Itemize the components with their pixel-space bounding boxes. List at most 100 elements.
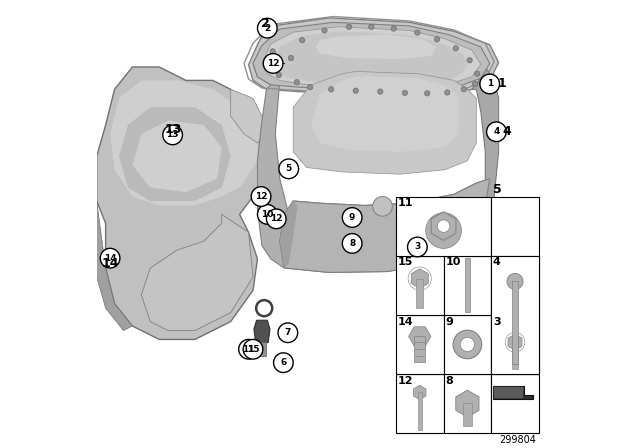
Circle shape (461, 86, 467, 92)
Circle shape (453, 330, 482, 359)
Circle shape (342, 233, 362, 253)
Polygon shape (230, 89, 266, 143)
Text: 4: 4 (502, 125, 511, 138)
Polygon shape (254, 320, 270, 343)
Polygon shape (493, 387, 524, 398)
Polygon shape (316, 34, 436, 59)
Text: 8: 8 (349, 239, 355, 248)
Circle shape (486, 122, 506, 142)
Text: 5: 5 (493, 183, 502, 196)
Polygon shape (262, 27, 481, 87)
Circle shape (353, 88, 358, 93)
Text: 299804: 299804 (500, 435, 536, 445)
Polygon shape (293, 72, 476, 174)
Polygon shape (456, 390, 479, 417)
Circle shape (260, 304, 269, 313)
Polygon shape (271, 31, 467, 84)
Bar (396, 256, 444, 315)
Text: 10: 10 (445, 258, 461, 267)
Circle shape (279, 159, 299, 179)
Text: 14: 14 (104, 254, 116, 263)
Circle shape (278, 323, 298, 343)
Circle shape (322, 28, 327, 33)
Polygon shape (280, 201, 298, 268)
Circle shape (163, 125, 182, 145)
Text: 8: 8 (445, 376, 453, 386)
Bar (463, 403, 472, 426)
Text: 1: 1 (486, 79, 493, 88)
Circle shape (445, 90, 450, 95)
Text: 3: 3 (414, 242, 420, 251)
Circle shape (294, 79, 300, 85)
Text: 4: 4 (493, 127, 500, 136)
Text: 2: 2 (264, 24, 271, 33)
Circle shape (372, 197, 392, 216)
Bar (492, 197, 539, 256)
Circle shape (391, 26, 396, 31)
Circle shape (480, 74, 500, 94)
Circle shape (252, 187, 271, 207)
Bar (492, 256, 539, 374)
Bar (416, 279, 423, 308)
Text: 9: 9 (349, 213, 355, 222)
Text: 11: 11 (243, 345, 255, 354)
Text: 13: 13 (164, 123, 182, 136)
Circle shape (415, 30, 420, 35)
Polygon shape (280, 179, 490, 272)
Text: 5: 5 (285, 164, 292, 173)
Polygon shape (97, 201, 132, 331)
Circle shape (342, 208, 362, 227)
Bar (417, 392, 422, 431)
Circle shape (276, 73, 282, 78)
Circle shape (453, 46, 458, 51)
Text: 1: 1 (498, 78, 506, 90)
Circle shape (402, 90, 408, 95)
Bar (492, 256, 539, 315)
Bar (444, 315, 492, 374)
Text: 12: 12 (397, 376, 413, 386)
Circle shape (460, 337, 474, 352)
Circle shape (243, 340, 263, 359)
Bar (492, 315, 539, 374)
Polygon shape (119, 107, 230, 201)
Bar (444, 256, 492, 315)
Circle shape (266, 62, 271, 67)
Text: 12: 12 (270, 214, 282, 224)
Circle shape (263, 54, 283, 73)
Text: 4: 4 (493, 258, 501, 267)
Circle shape (288, 56, 294, 61)
Circle shape (346, 24, 352, 30)
Bar (465, 258, 470, 312)
Text: 14: 14 (102, 257, 120, 270)
Text: 14: 14 (397, 317, 413, 327)
Text: 15: 15 (247, 345, 259, 354)
Circle shape (328, 86, 334, 92)
Bar (513, 281, 518, 364)
Polygon shape (141, 215, 253, 331)
Polygon shape (408, 327, 431, 346)
Circle shape (507, 273, 523, 289)
Circle shape (474, 71, 480, 76)
Text: 6: 6 (280, 358, 287, 367)
Circle shape (239, 340, 259, 359)
Polygon shape (280, 179, 490, 272)
Text: 10: 10 (261, 210, 273, 219)
Circle shape (426, 213, 461, 249)
Text: 13: 13 (166, 130, 179, 139)
Bar (396, 374, 444, 433)
Circle shape (435, 37, 440, 42)
Polygon shape (253, 44, 293, 268)
Bar (396, 197, 492, 256)
Text: 15: 15 (397, 258, 413, 267)
Bar (257, 342, 266, 356)
Circle shape (408, 237, 427, 257)
Circle shape (307, 84, 313, 90)
Bar (396, 315, 444, 374)
Text: 12: 12 (267, 59, 279, 68)
Circle shape (257, 205, 277, 224)
Text: 12: 12 (255, 192, 268, 201)
Circle shape (266, 209, 286, 228)
Circle shape (100, 248, 120, 268)
Circle shape (369, 24, 374, 30)
Circle shape (270, 49, 275, 54)
